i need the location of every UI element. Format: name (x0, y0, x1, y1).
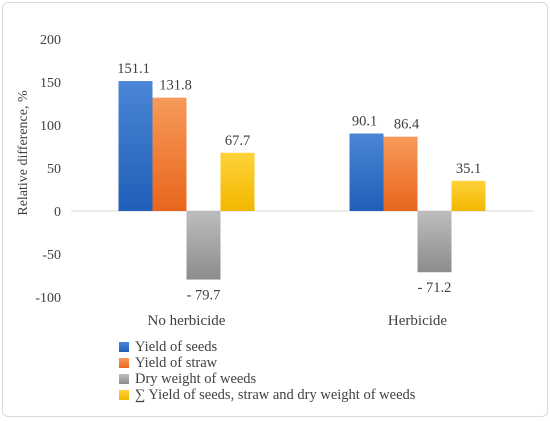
data-label: 90.1 (352, 114, 377, 130)
data-label: 151.1 (117, 61, 150, 77)
data-label: 86.4 (394, 117, 420, 133)
chart-frame: Relative difference, % 200 150 100 50 0 -50 -1… (2, 2, 548, 417)
legend-swatch (119, 390, 129, 400)
legend-swatch (119, 358, 129, 368)
y-tick-label: 100 (40, 119, 61, 134)
legend: Yield of seeds Yield of straw Dry weight o… (119, 339, 415, 403)
bar-4-2 (451, 180, 486, 211)
legend-item: Dry weight of weeds (119, 371, 415, 387)
y-tick-label: 200 (40, 33, 61, 48)
legend-swatch (119, 342, 129, 352)
y-tick-label: 0 (54, 205, 61, 220)
bar-1-1 (118, 81, 153, 211)
bar-3-1 (186, 211, 221, 280)
bar-1-2 (349, 133, 384, 211)
category-label: No herbicide (148, 313, 226, 329)
data-label: 131.8 (159, 78, 192, 94)
y-tick-label: 150 (40, 76, 61, 91)
category-labels: No herbicide Herbicide (148, 313, 448, 329)
legend-item: Yield of seeds (119, 339, 415, 355)
y-axis-label: Relative difference, % (16, 90, 31, 216)
y-tick-label: -100 (35, 291, 61, 306)
bar-2-2 (383, 136, 418, 211)
data-label: - 71.2 (418, 280, 452, 296)
data-label: - 79.7 (187, 288, 221, 304)
bar-4-1 (220, 152, 255, 211)
bars (118, 81, 486, 280)
bar-3-2 (417, 211, 452, 273)
legend-item: Yield of straw (119, 355, 415, 371)
data-labels: 151.1 131.8 - 79.7 67.7 90.1 86.4 - 71.2 35.1 (117, 61, 481, 303)
category-label: Herbicide (388, 313, 447, 329)
legend-swatch (119, 374, 129, 384)
legend-item: ∑ Yield of seeds, straw and dry weight o… (119, 387, 415, 403)
legend-label: Yield of seeds (135, 338, 218, 355)
bar-chart: Relative difference, % 200 150 100 50 0 -50 -1… (16, 33, 533, 329)
legend-label: Yield of straw (135, 354, 218, 371)
y-tick-label: -50 (42, 248, 61, 263)
y-tick-label: 50 (47, 162, 61, 177)
legend-label: Dry weight of weeds (135, 370, 257, 387)
bar-2-1 (152, 97, 187, 211)
data-label: 35.1 (456, 161, 481, 177)
data-label: 67.7 (225, 133, 250, 149)
legend-label: ∑ Yield of seeds, straw and dry weight o… (135, 386, 416, 403)
y-axis-ticks: 200 150 100 50 0 -50 -100 (35, 33, 61, 306)
